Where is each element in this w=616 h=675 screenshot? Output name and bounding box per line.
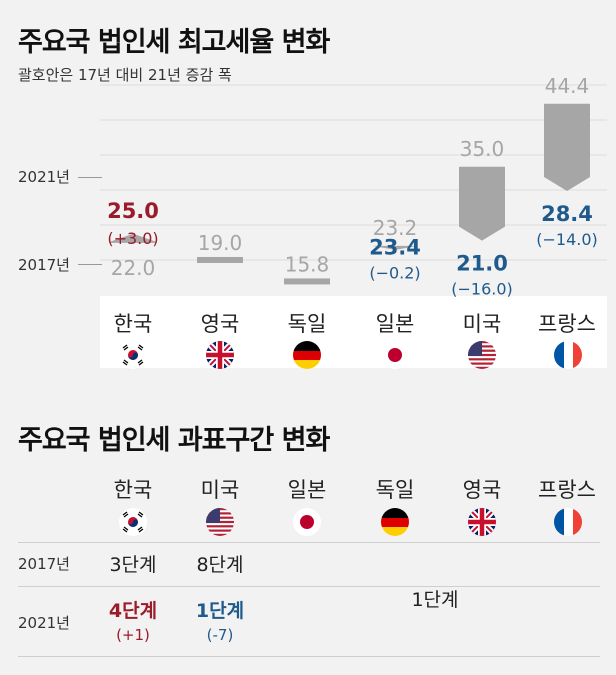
uk-flag-icon <box>468 508 496 536</box>
year-2017-label: 2017년 <box>18 256 70 274</box>
flat-bar-country-2 <box>284 278 330 285</box>
change-label-country-4: (−16.0) <box>451 280 513 299</box>
country-japan: 일본 <box>375 312 415 336</box>
change-label-country-5: (−14.0) <box>536 230 598 249</box>
usa-2021-stage: 1단계 <box>195 600 245 622</box>
label-2021-country-0: 25.0 <box>107 199 159 223</box>
label-2017-country-5: 44.4 <box>545 74 590 98</box>
decrease-arrow-country-4 <box>459 166 505 241</box>
year-2021-label: 2021년 <box>18 168 70 186</box>
flat-bar-country-1 <box>197 256 243 263</box>
usa-2017-stage: 8단계 <box>196 554 244 576</box>
row-2021-label: 2021년 <box>18 614 70 632</box>
country2-usa: 미국 <box>200 478 240 502</box>
korea-2021-stage: 4단계 <box>108 600 158 622</box>
chart2-title: 주요국 법인세 과표구간 변화 <box>18 425 330 456</box>
year-2017-tick <box>78 264 102 265</box>
country-korea: 한국 <box>113 312 153 336</box>
change-label-country-3: (−0.2) <box>369 264 420 283</box>
japan-flag-icon <box>381 341 409 369</box>
germany-flag-icon <box>381 508 409 536</box>
country2-france: 프랑스 <box>538 478 596 502</box>
label-2017-country-2: 15.8 <box>285 252 330 276</box>
grid-lines <box>100 84 607 261</box>
label-2017-country-1: 19.0 <box>198 231 243 255</box>
country2-germany: 독일 <box>375 478 415 502</box>
usa-2021-change: (-7) <box>206 626 234 644</box>
label-2017-country-0: 22.0 <box>111 256 156 280</box>
japan-flag-icon <box>293 508 321 536</box>
label-2017-country-4: 35.0 <box>460 137 505 161</box>
label-2021-country-5: 28.4 <box>541 202 593 226</box>
decrease-arrow-country-5 <box>544 103 590 191</box>
usa-flag-icon <box>206 508 234 536</box>
korea-2017-stage: 3단계 <box>109 554 157 576</box>
country2-japan: 일본 <box>287 478 327 502</box>
korea-2021-change: (+1) <box>116 626 150 644</box>
country-uk: 영국 <box>200 312 240 336</box>
label-2021-country-3: 23.4 <box>369 236 421 260</box>
country2-uk: 영국 <box>462 478 502 502</box>
uk-flag-icon <box>206 341 234 369</box>
tax-rate-chart: 22.0 25.0 (+3.0) 19.0 15.8 23.223.4 (−0.2) 35.0… <box>100 74 607 299</box>
korea-flag-icon <box>119 341 147 369</box>
country-band <box>100 296 607 368</box>
decrease-arrow-country-3 <box>372 245 418 250</box>
table-divider-mid <box>18 586 600 587</box>
chart1-subtitle: 괄호안은 17년 대비 21년 증감 폭 <box>18 66 232 84</box>
label-2017-country-3: 23.2 <box>373 216 418 240</box>
increase-arrow-country-0 <box>110 233 156 243</box>
table-divider-top <box>18 542 600 543</box>
label-2021-country-4: 21.0 <box>456 252 508 276</box>
row-2017-label: 2017년 <box>18 555 70 573</box>
year-2021-tick <box>78 177 102 178</box>
country-germany: 독일 <box>287 312 327 336</box>
country-france: 프랑스 <box>538 312 596 336</box>
country-usa: 미국 <box>462 312 502 336</box>
change-label-country-0: (+3.0) <box>107 229 158 248</box>
usa-flag-icon <box>468 341 496 369</box>
chart1-title: 주요국 법인세 최고세율 변화 <box>18 27 330 58</box>
table-divider-bottom <box>18 656 600 657</box>
korea-flag-icon <box>119 508 147 536</box>
germany-flag-icon <box>293 341 321 369</box>
france-flag-icon <box>554 341 582 369</box>
france-flag-icon <box>554 508 582 536</box>
country2-korea: 한국 <box>113 478 153 502</box>
others-stage: 1단계 <box>411 589 459 611</box>
chart-marks: 22.0 25.0 (+3.0) 19.0 15.8 23.223.4 (−0.2) 35.0… <box>107 74 598 299</box>
